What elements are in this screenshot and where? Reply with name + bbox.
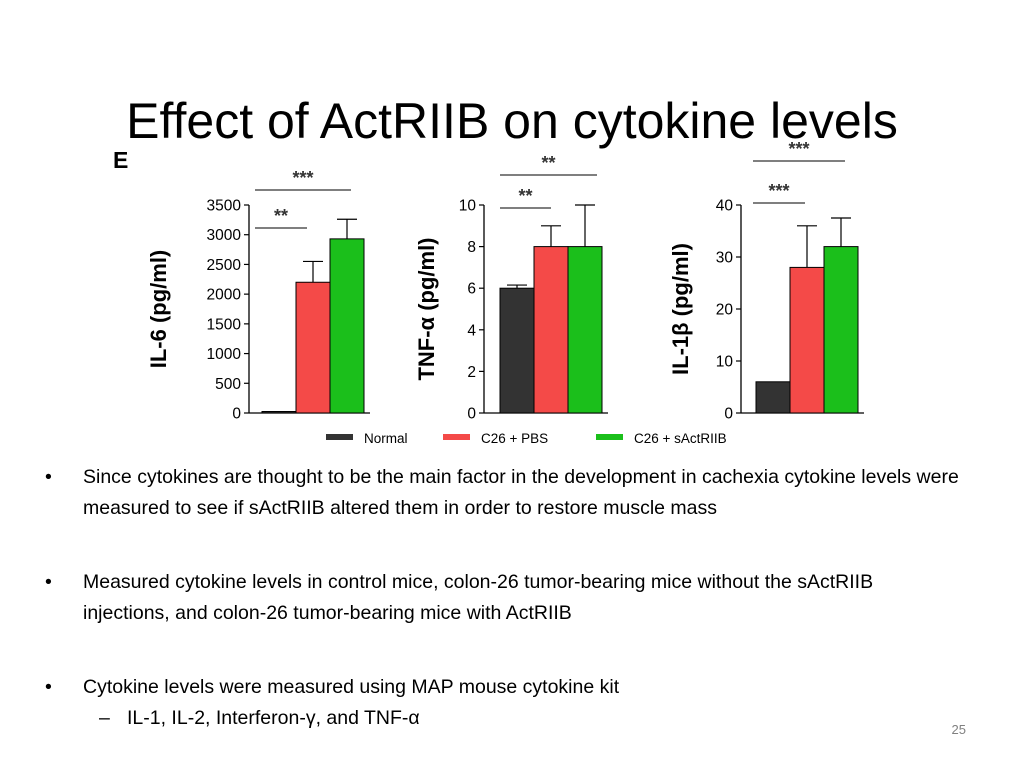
y-tick-label: 10 [716,354,734,371]
y-tick-label: 0 [724,406,733,423]
y-tick-label: 0 [467,406,476,423]
bullet-item: • Cytokine levels were measured using MA… [40,672,960,703]
bar-normal [261,411,297,414]
y-tick-label: 3500 [207,198,242,215]
significance-label: *** [768,181,789,201]
legend-label: C26 + sActRIIB [634,431,727,446]
y-tick-label: 6 [467,281,476,298]
bullet-item: • Measured cytokine levels in control mi… [40,567,960,629]
y-tick-label: 3000 [207,227,242,244]
bullet-symbol: • [45,676,52,698]
y-tick-label: 10 [459,198,477,215]
bar-normal [755,381,791,414]
y-tick-label: 2000 [207,287,242,304]
bar-normal [499,287,535,414]
bar-c26-pbs [295,281,331,414]
bullet-text: Measured cytokine levels in control mice… [83,571,874,624]
sub-bullet-symbol: – [99,707,110,729]
bar-c26-pbs [789,266,825,414]
y-axis-label: TNF-α (pg/ml) [414,237,439,380]
bullet-item: • Since cytokines are thought to be the … [40,462,960,524]
y-tick-label: 1500 [207,316,242,333]
y-tick-label: 4 [467,322,476,339]
legend-swatch [443,434,470,440]
bar-c26-sactriib [823,246,859,414]
bullet-list: • Since cytokines are thought to be the … [40,462,960,734]
legend-label: Normal [364,431,408,446]
bullet-symbol: • [45,571,52,593]
bullet-text: Cytokine levels were measured using MAP … [83,676,620,698]
y-tick-label: 2 [467,364,476,381]
significance-label: *** [292,168,313,188]
slide-number: 25 [951,722,966,737]
y-axis-label: IL-1β (pg/ml) [668,243,693,375]
legend-swatch [326,434,353,440]
y-tick-label: 1000 [207,346,242,363]
y-axis-label: IL-6 (pg/ml) [146,250,171,369]
y-tick-label: 30 [716,250,734,267]
significance-label: *** [788,139,809,159]
y-tick-label: 2500 [207,257,242,274]
legend-label: C26 + PBS [481,431,548,446]
significance-label: ** [541,153,555,173]
panel-letter: E [113,147,129,173]
significance-label: ** [518,186,532,206]
y-tick-label: 8 [467,239,476,256]
bullet-text: Since cytokines are thought to be the ma… [83,466,959,519]
y-tick-label: 500 [215,376,241,393]
y-tick-label: 0 [232,406,241,423]
y-tick-label: 20 [716,302,734,319]
bullet-symbol: • [45,466,52,488]
bar-c26-sactriib [567,246,603,414]
slide-title: Effect of ActRIIB on cytokine levels [126,92,898,149]
sub-bullet-text: IL-1, IL-2, Interferon-γ, and TNF-α [127,707,420,729]
legend-swatch [596,434,623,440]
y-tick-label: 40 [716,198,734,215]
significance-label: ** [274,206,288,226]
bar-c26-pbs [533,246,569,414]
sub-bullet-item: – IL-1, IL-2, Interferon-γ, and TNF-α [40,703,960,734]
bar-c26-sactriib [329,238,365,414]
